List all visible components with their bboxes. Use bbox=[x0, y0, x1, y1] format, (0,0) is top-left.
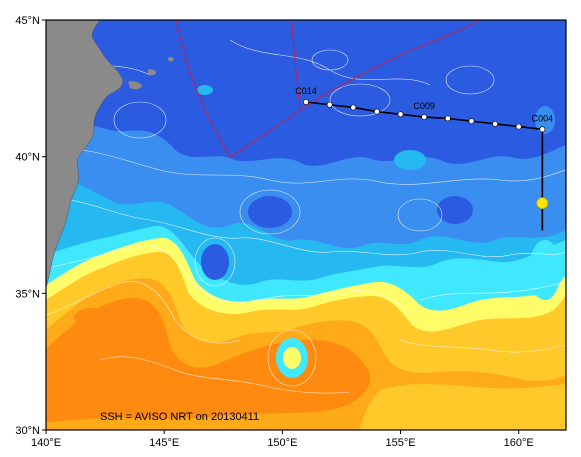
eddy-blue-4 bbox=[437, 196, 473, 224]
lat-tick-label-3: 30°N bbox=[15, 425, 40, 437]
position-marker bbox=[536, 197, 549, 210]
station-track: C014 C009 C004 bbox=[295, 86, 554, 231]
eddy-yellow-1 bbox=[283, 347, 301, 369]
field-yellow-pool bbox=[360, 384, 566, 430]
station-point-2 bbox=[350, 104, 357, 111]
station-point-7 bbox=[468, 118, 475, 125]
lon-tick-label-3: 155°E bbox=[385, 437, 415, 449]
station-point-4 bbox=[397, 111, 404, 118]
plot-frame bbox=[45, 19, 567, 431]
eddy-blue-2 bbox=[201, 244, 229, 280]
station-point-6 bbox=[444, 115, 451, 122]
eddy-sky-1 bbox=[394, 150, 426, 170]
lon-tick-label-0: 140°E bbox=[31, 437, 61, 449]
contour-lines bbox=[46, 39, 566, 394]
field-orange bbox=[46, 297, 371, 422]
station-point-8 bbox=[492, 120, 498, 127]
lat-tick-label-2: 35°N bbox=[15, 288, 40, 300]
lon-tick-label-4: 160°E bbox=[504, 437, 534, 449]
land-islands bbox=[128, 56, 174, 90]
caption: SSH = AVISO NRT on 20130411 bbox=[100, 411, 259, 423]
lon-tick-label-1: 145°E bbox=[149, 437, 179, 449]
lon-tick-label-2: 150°E bbox=[267, 437, 297, 449]
station-label-c014: C014 bbox=[295, 86, 317, 96]
land-japan bbox=[46, 20, 123, 289]
station-point-3 bbox=[374, 108, 380, 115]
lat-tick-label-1: 40°N bbox=[15, 152, 40, 164]
station-point-5 bbox=[421, 114, 428, 120]
eddy-blue-3 bbox=[329, 216, 381, 244]
eddy-blue-1 bbox=[248, 196, 292, 228]
eddy-sky-2 bbox=[197, 85, 213, 95]
eddy-orange-1 bbox=[74, 308, 110, 328]
station-label-c004: C004 bbox=[532, 113, 554, 123]
station-point-0 bbox=[303, 99, 309, 105]
station-label-c009: C009 bbox=[413, 101, 435, 111]
station-point-1 bbox=[326, 101, 333, 108]
eddy-sky-3 bbox=[535, 106, 555, 134]
eddy-cyan-2 bbox=[529, 240, 561, 300]
station-point-10 bbox=[539, 126, 546, 133]
boundary-lines bbox=[175, 20, 481, 159]
lat-tick-label-0: 45°N bbox=[15, 15, 40, 27]
station-point-9 bbox=[515, 123, 522, 130]
